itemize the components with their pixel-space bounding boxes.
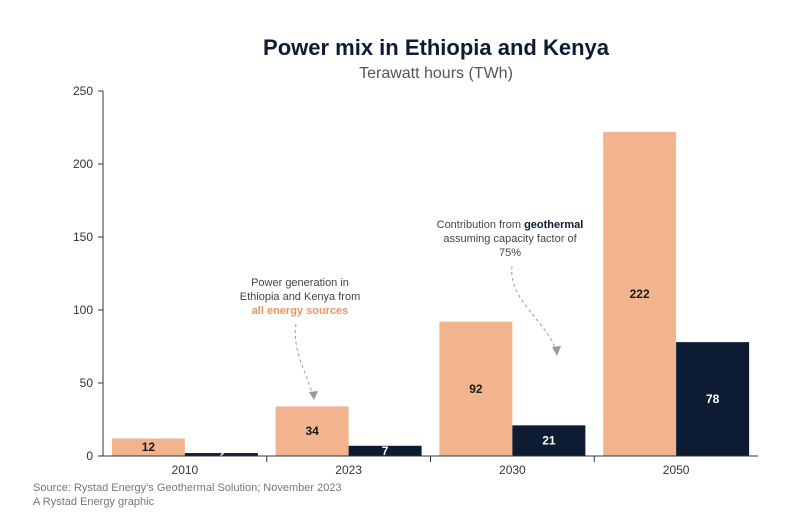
annotation-geo-highlight: geothermal xyxy=(524,219,583,231)
y-tick-label: 150 xyxy=(73,230,93,244)
annotation-geo-line2: assuming capacity factor of xyxy=(443,233,577,245)
bar-all-sources xyxy=(603,131,677,456)
data-label: 7 xyxy=(382,444,389,458)
annotation-all-sources: Power generation in Ethiopia and Kenya f… xyxy=(240,277,360,400)
bar-geothermal xyxy=(512,425,586,456)
y-tick-label: 100 xyxy=(73,303,93,317)
annotation-all-highlight: all energy sources xyxy=(252,305,349,317)
chart-title: Power mix in Ethiopia and Kenya xyxy=(263,35,610,60)
y-tick-label: 50 xyxy=(80,376,94,390)
annotation-all-line1: Power generation in xyxy=(251,277,349,289)
x-tick-label: 2010 xyxy=(172,463,199,477)
bar-all-sources xyxy=(439,321,513,456)
bar-geothermal xyxy=(348,445,422,456)
annotation-all-arrowhead xyxy=(309,391,318,400)
data-label: 34 xyxy=(305,424,319,438)
annotation-all-arrow xyxy=(294,323,315,399)
y-tick-label: 0 xyxy=(86,449,93,463)
bar-geothermal xyxy=(676,342,750,456)
y-axis: 0 50 100 150 200 250 xyxy=(73,84,104,463)
x-tick-label: 2030 xyxy=(499,463,526,477)
annotation-geo-line3: 75% xyxy=(499,247,521,259)
data-label: 222 xyxy=(630,287,650,301)
bars: 12 2 34 7 92 21 222 78 xyxy=(111,131,750,462)
x-axis: 2010 2023 2030 2050 xyxy=(103,455,758,477)
x-tick-label: 2023 xyxy=(335,463,362,477)
y-tick-label: 200 xyxy=(73,157,93,171)
data-label: 78 xyxy=(706,392,720,406)
data-label: 21 xyxy=(542,434,556,448)
y-tick-label: 250 xyxy=(73,84,93,98)
annotation-geothermal: Contribution from geothermal assuming ca… xyxy=(437,219,584,356)
x-tick-label: 2050 xyxy=(663,463,690,477)
annotation-geo-arrowhead xyxy=(552,346,561,356)
data-label: 2 xyxy=(218,448,225,462)
bar-geothermal xyxy=(184,453,258,456)
data-label: 92 xyxy=(469,382,483,396)
annotation-geo-arrow xyxy=(511,265,558,353)
chart-subtitle: Terawatt hours (TWh) xyxy=(359,65,513,82)
annotation-all-line2: Ethiopia and Kenya from xyxy=(240,291,360,303)
annotation-geo-line1: Contribution from geothermal xyxy=(437,219,584,231)
data-label: 12 xyxy=(142,440,156,454)
source-note: Source: Rystad Energy’s Geothermal Solut… xyxy=(33,482,342,494)
credit-note: A Rystad Energy graphic xyxy=(33,496,155,508)
bar-all-sources xyxy=(275,406,349,456)
bar-all-sources xyxy=(111,438,185,456)
